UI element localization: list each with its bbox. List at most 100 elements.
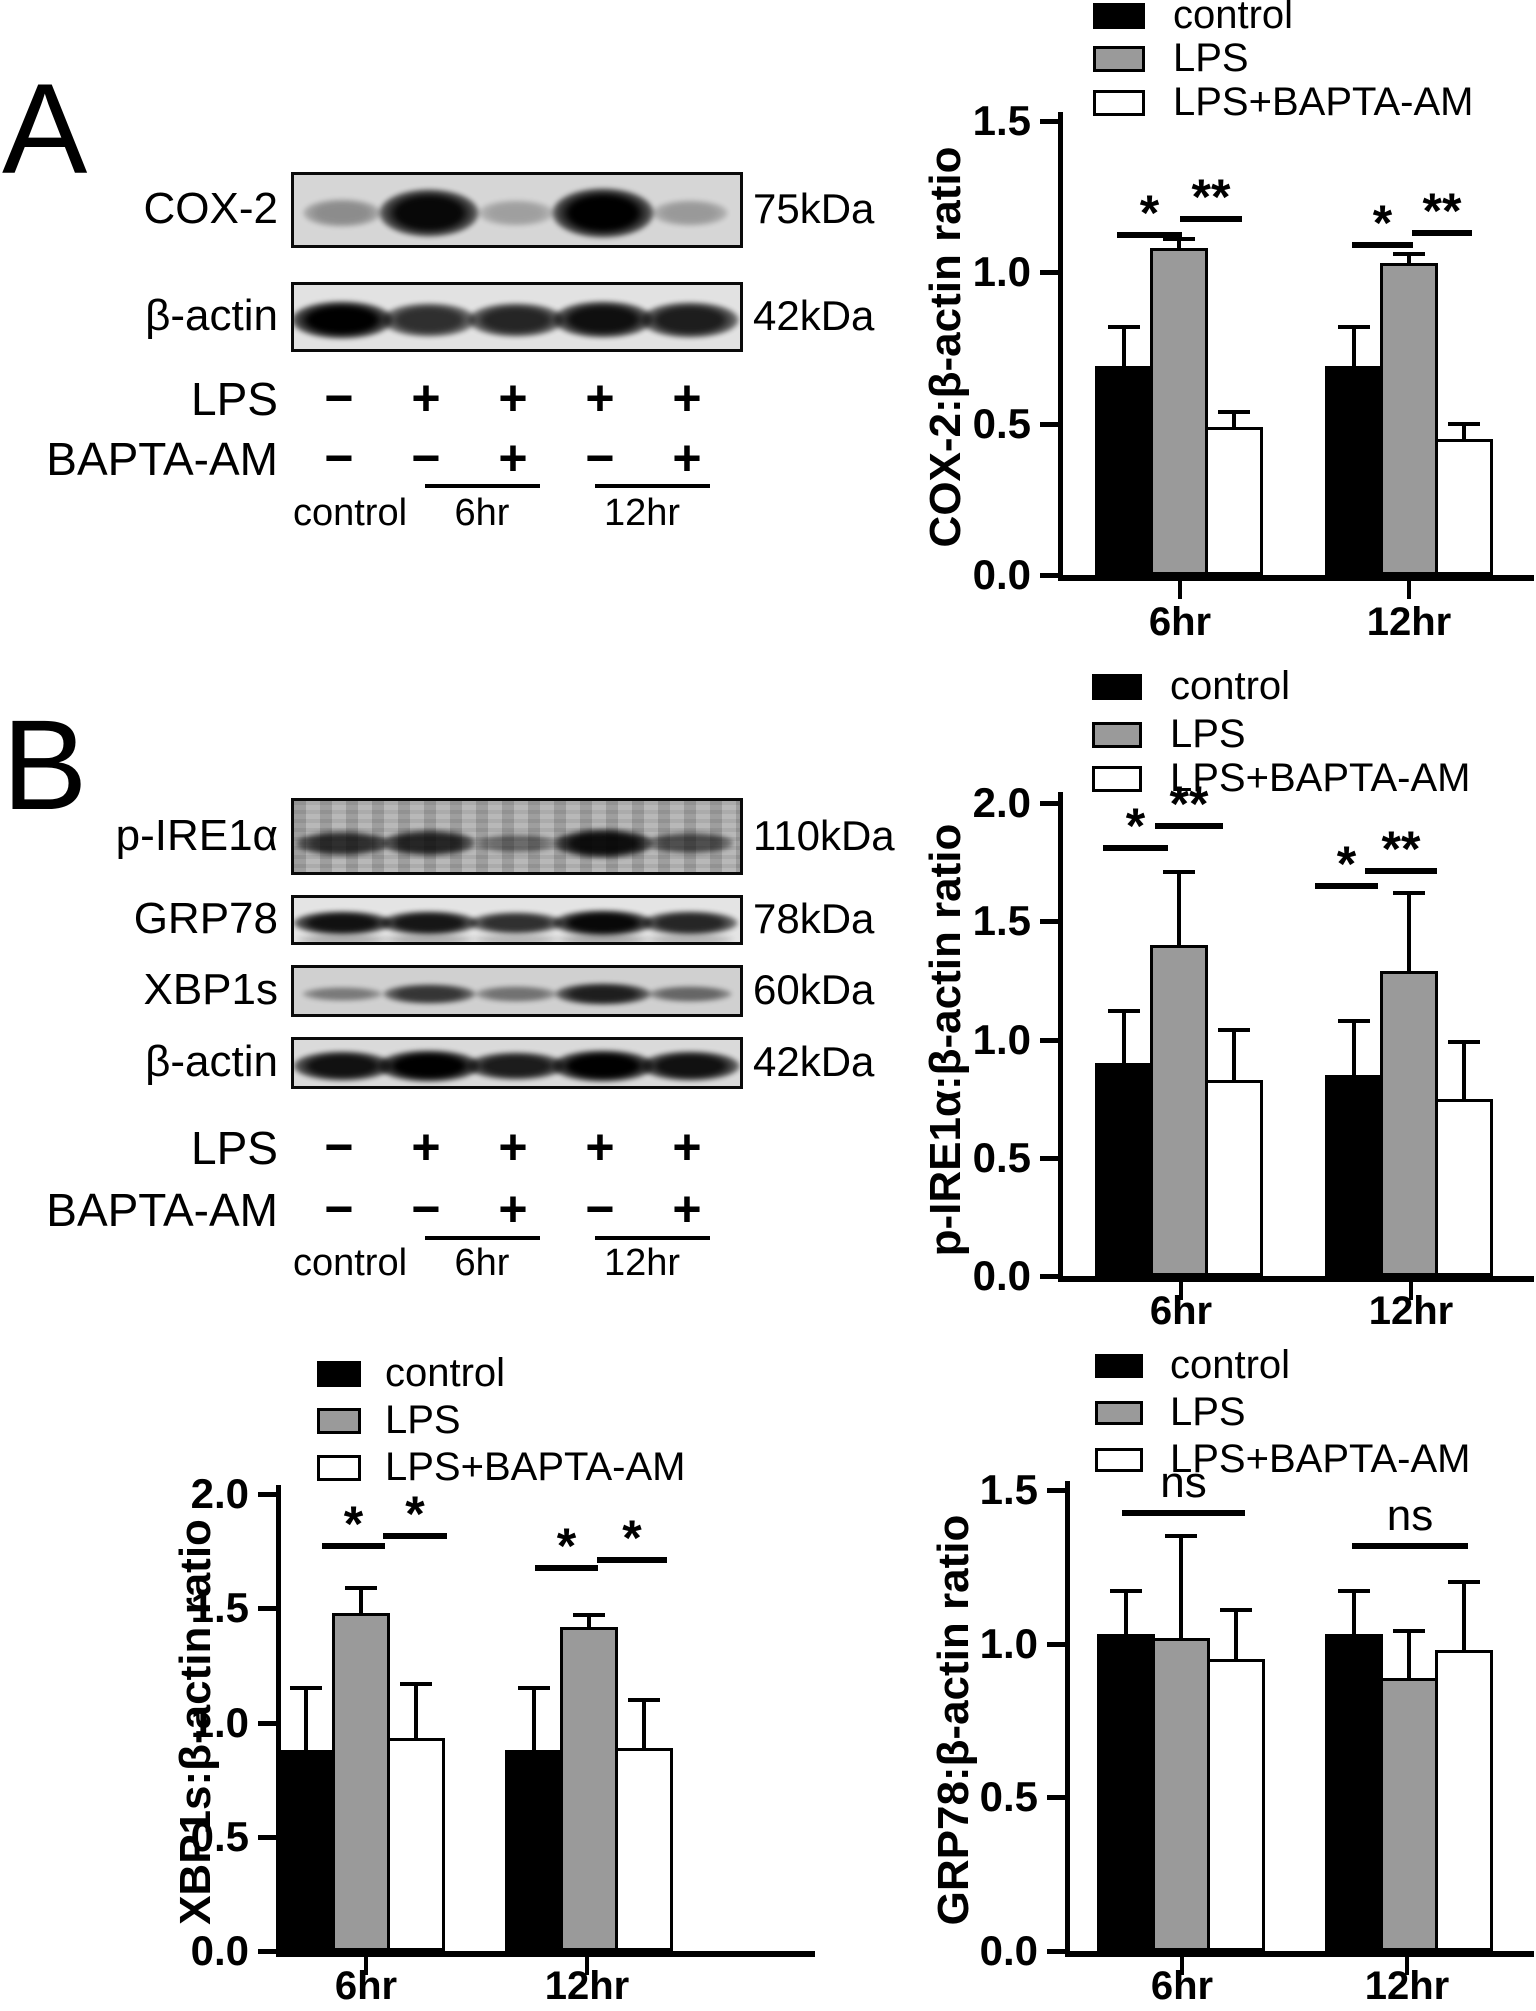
- legend-label-LPS+BAPTA-AM: LPS+BAPTA-AM: [385, 1445, 686, 1489]
- condition-symbol: +: [672, 1119, 702, 1175]
- error-bar-cap: [1165, 1534, 1197, 1539]
- legend-label-LPS+BAPTA-AM: LPS+BAPTA-AM: [1170, 756, 1471, 800]
- blot-band-echo: [296, 934, 388, 942]
- protein-label-GRP78: GRP78: [133, 894, 278, 943]
- molecular-weight-label: 75kDa: [753, 185, 875, 232]
- error-bar-stem: [1407, 1631, 1411, 1678]
- error-bar-stem: [1179, 1536, 1183, 1638]
- error-bar-cap: [628, 1697, 660, 1702]
- blot-band: [554, 983, 652, 1005]
- error-bar-cap: [1448, 1039, 1480, 1044]
- legend-label-control: control: [1170, 664, 1291, 708]
- x-tick: [1407, 581, 1411, 599]
- blot-band-echo: [556, 934, 650, 942]
- x-axis: [1058, 1276, 1534, 1282]
- y-tick: [258, 1606, 276, 1612]
- error-bar-cap: [1218, 1028, 1250, 1033]
- error-bar-stem: [1462, 1582, 1466, 1650]
- x-category-label-6hr: 6hr: [1150, 1964, 1214, 2008]
- y-tick-label: 0.5: [190, 1812, 249, 1860]
- significance-label: *: [556, 1518, 577, 1574]
- significance-label: **: [1381, 821, 1421, 877]
- significance-label: *: [622, 1510, 642, 1566]
- blot-strip-XBP1s: [291, 965, 743, 1017]
- x-tick: [364, 1957, 368, 1975]
- y-axis-title: GRP78:β-actin ratio: [929, 1514, 978, 1926]
- error-bar-stem: [1124, 1591, 1128, 1635]
- significance-label: **: [1422, 183, 1462, 239]
- error-bar-cap: [1338, 324, 1370, 329]
- condition-symbol: −: [411, 1181, 441, 1237]
- y-tick: [1040, 1155, 1058, 1161]
- error-bar-cap: [1220, 1607, 1252, 1612]
- error-bar-stem: [359, 1587, 363, 1613]
- condition-symbol: −: [324, 370, 354, 426]
- error-bar-cap: [1218, 409, 1250, 414]
- x-tick: [1178, 581, 1182, 599]
- bar-LPS+BAPTA-AM-12hr: [1435, 438, 1493, 575]
- group-label-12hr: 12hr: [603, 492, 681, 534]
- bar-control-6hr: [277, 1749, 335, 1951]
- y-tick-label: 0.0: [972, 551, 1031, 598]
- panel-b-label: B: [2, 694, 88, 837]
- bar-control-6hr: [1097, 1634, 1155, 1951]
- bar-LPS-6hr: [1152, 1637, 1210, 1951]
- y-tick-label: 1.0: [972, 248, 1031, 296]
- x-tick: [1179, 1282, 1183, 1300]
- error-bar-stem: [1352, 1020, 1356, 1075]
- bar-control-6hr: [1095, 1063, 1153, 1276]
- y-axis: [1058, 112, 1063, 581]
- blot-band: [378, 1050, 480, 1082]
- x-tick: [1180, 1957, 1184, 1975]
- y-tick: [1040, 421, 1058, 427]
- blot-band: [475, 833, 557, 853]
- x-category-label-6hr: 6hr: [1149, 1289, 1213, 1333]
- y-tick: [1047, 1641, 1065, 1647]
- blot-band: [646, 832, 734, 855]
- protein-label-XBP1s: XBP1s: [143, 965, 278, 1014]
- error-bar-stem: [414, 1683, 418, 1739]
- significance-label: *: [1125, 798, 1146, 854]
- blot-band-echo: [383, 934, 475, 942]
- blot-band: [381, 303, 477, 337]
- x-category-label-6hr: 6hr: [334, 1964, 398, 2008]
- legend-label-LPS: LPS: [1170, 712, 1246, 756]
- error-bar-stem: [1407, 892, 1411, 971]
- bar-LPS-12hr: [1380, 970, 1438, 1276]
- group-underline: [425, 484, 540, 488]
- protein-label-β-actin: β-actin: [145, 1037, 278, 1086]
- condition-name-BAPTA-AM: BAPTA-AM: [46, 1184, 278, 1236]
- legend-label-control: control: [1173, 0, 1294, 37]
- y-tick: [258, 1834, 276, 1840]
- error-bar-stem: [532, 1688, 536, 1750]
- x-category-label-12hr: 12hr: [1364, 1964, 1450, 2008]
- condition-symbol: +: [498, 1119, 528, 1175]
- error-bar-cap: [345, 1585, 377, 1590]
- error-bar-stem: [1234, 1609, 1238, 1660]
- bar-LPS-6hr: [1150, 248, 1208, 575]
- group-underline: [595, 484, 710, 488]
- blot-band: [468, 302, 564, 338]
- bar-LPS+BAPTA-AM-6hr: [1205, 1079, 1263, 1276]
- molecular-weight-label: 78kDa: [753, 895, 875, 942]
- bar-LPS+BAPTA-AM-6hr: [1205, 426, 1263, 575]
- y-tick-label: 0.5: [972, 399, 1031, 447]
- y-tick-label: 0.0: [979, 1927, 1038, 1974]
- bar-LPS-12hr: [560, 1626, 618, 1951]
- protein-label-COX-2: COX-2: [143, 184, 278, 233]
- legend-label-LPS+BAPTA-AM: LPS+BAPTA-AM: [1170, 1437, 1471, 1481]
- blot-band: [294, 910, 392, 936]
- molecular-weight-label: 110kDa: [753, 811, 895, 859]
- significance-line: [322, 1543, 385, 1549]
- significance-line: [1365, 868, 1437, 874]
- blot-band: [474, 986, 558, 1002]
- error-bar-cap: [1448, 421, 1480, 426]
- bar-LPS+BAPTA-AM-6hr: [1207, 1659, 1265, 1951]
- legend-label-LPS: LPS: [385, 1398, 461, 1442]
- condition-symbol: −: [411, 430, 441, 486]
- legend-label-control: control: [1170, 1343, 1291, 1387]
- legend-swatch-control: [1093, 3, 1145, 29]
- y-tick-label: 0.5: [979, 1773, 1038, 1821]
- error-bar-stem: [1462, 423, 1466, 439]
- y-tick-label: 2.0: [190, 1470, 249, 1517]
